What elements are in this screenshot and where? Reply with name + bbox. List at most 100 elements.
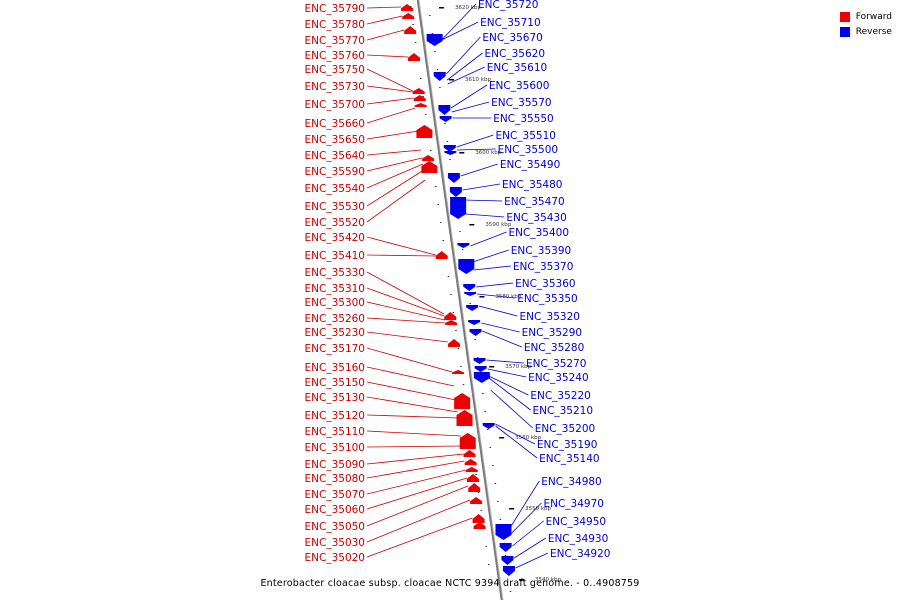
forward-leader-line [366, 430, 462, 437]
forward-gene-label: ENC_35760 [305, 50, 365, 62]
forward-gene-glyph [454, 393, 471, 409]
reverse-gene-label: ENC_35570 [491, 97, 551, 109]
reverse-gene-glyph [501, 556, 514, 565]
forward-gene-label: ENC_35260 [305, 313, 365, 325]
reverse-gene-glyph [438, 105, 451, 115]
forward-gene-label: ENC_35750 [305, 64, 365, 76]
feature-dot [429, 15, 431, 16]
forward-leader-line [366, 499, 471, 543]
feature-dot [447, 276, 450, 277]
reverse-gene-label: ENC_35710 [480, 17, 540, 29]
forward-gene-label: ENC_35650 [305, 134, 365, 146]
forward-leader-line [366, 396, 458, 413]
forward-gene-label: ENC_35100 [305, 442, 365, 454]
forward-gene-glyph [466, 474, 479, 482]
scale-tick-label: 3590 kbp [485, 222, 511, 228]
reverse-leader-line [478, 305, 518, 317]
reverse-leader-line [482, 330, 522, 348]
reverse-gene-label: ENC_35220 [530, 390, 590, 402]
forward-gene-label: ENC_35020 [305, 552, 365, 564]
forward-gene-label: ENC_35640 [305, 150, 365, 162]
forward-leader-line [366, 236, 436, 256]
forward-leader-line [366, 477, 468, 510]
forward-gene-label: ENC_35160 [305, 362, 365, 374]
reverse-leader-line [476, 282, 514, 288]
reverse-gene-glyph [444, 151, 457, 155]
feature-dot [419, 78, 422, 79]
feature-dot [450, 294, 452, 295]
reverse-gene-label: ENC_35390 [511, 245, 571, 257]
feature-dot [434, 51, 436, 52]
reverse-gene-label: ENC_35610 [487, 62, 547, 74]
forward-gene-label: ENC_35120 [305, 410, 365, 422]
reverse-gene-glyph [458, 259, 475, 274]
forward-gene-label: ENC_35110 [305, 426, 365, 438]
reverse-gene-label: ENC_35350 [517, 293, 577, 305]
reverse-gene-label: ENC_35360 [515, 278, 575, 290]
forward-gene-label: ENC_35170 [305, 343, 365, 355]
forward-gene-glyph [448, 339, 461, 347]
feature-dot [457, 348, 460, 349]
forward-gene-label: ENC_35150 [305, 377, 365, 389]
reverse-gene-glyph [469, 329, 482, 336]
forward-leader-line [366, 453, 464, 465]
forward-leader-line [366, 15, 403, 25]
reverse-gene-label: ENC_35470 [504, 196, 564, 208]
reverse-leader-line [509, 480, 540, 529]
forward-gene-glyph [470, 497, 483, 504]
forward-gene-glyph [465, 467, 478, 472]
feature-dot [437, 204, 440, 205]
scale-tick [509, 508, 515, 510]
feature-dot [487, 564, 490, 565]
scale-tick-label: 3550 kbp [525, 506, 551, 512]
forward-gene-label: ENC_35230 [305, 327, 365, 339]
reverse-leader-line [460, 163, 498, 177]
reverse-leader-line [470, 231, 507, 247]
reverse-leader-line [486, 359, 525, 364]
forward-gene-label: ENC_35330 [305, 267, 365, 279]
feature-dot [442, 240, 445, 241]
forward-gene-label: ENC_35410 [305, 250, 365, 262]
reverse-gene-glyph [443, 145, 456, 152]
reverse-gene-label: ENC_35510 [495, 130, 555, 142]
feature-dot [430, 150, 432, 151]
scale-tick [459, 152, 465, 154]
reverse-gene-label: ENC_35550 [493, 113, 553, 125]
feature-dot [504, 555, 507, 556]
scale-tick-label: 3610 kbp [465, 77, 491, 83]
reverse-leader-line [456, 148, 496, 151]
forward-leader-line [366, 366, 455, 387]
reverse-leader-line [462, 183, 501, 191]
reverse-leader-line [490, 389, 533, 429]
reverse-leader-line [481, 322, 520, 333]
feature-dot [492, 465, 494, 466]
forward-gene-label: ENC_35730 [305, 81, 365, 93]
reverse-gene-glyph [495, 524, 512, 540]
reverse-leader-line [441, 21, 479, 41]
forward-leader-line [366, 445, 463, 448]
reverse-leader-line [456, 134, 494, 148]
feature-dot [431, 33, 434, 34]
feature-dot [480, 510, 482, 511]
forward-leader-line [366, 347, 453, 373]
feature-dot [436, 69, 439, 70]
forward-gene-glyph [435, 251, 448, 259]
feature-dot [439, 87, 441, 88]
forward-gene-glyph [463, 450, 476, 457]
feature-dot [435, 186, 437, 187]
forward-leader-line [366, 6, 401, 9]
forward-leader-line [366, 54, 408, 58]
forward-gene-label: ENC_35300 [305, 297, 365, 309]
reverse-leader-line [487, 368, 527, 378]
forward-leader-line [366, 179, 426, 223]
reverse-leader-line [446, 36, 481, 75]
forward-leader-line [366, 317, 446, 324]
forward-gene-label: ENC_35770 [305, 35, 365, 47]
reverse-leader-line [477, 293, 516, 299]
reverse-gene-label: ENC_34930 [548, 533, 608, 545]
reverse-leader-line [441, 3, 477, 41]
feature-dot [422, 96, 424, 97]
forward-leader-line [366, 414, 459, 419]
reverse-leader-line [510, 502, 542, 535]
feature-dot [412, 24, 414, 25]
